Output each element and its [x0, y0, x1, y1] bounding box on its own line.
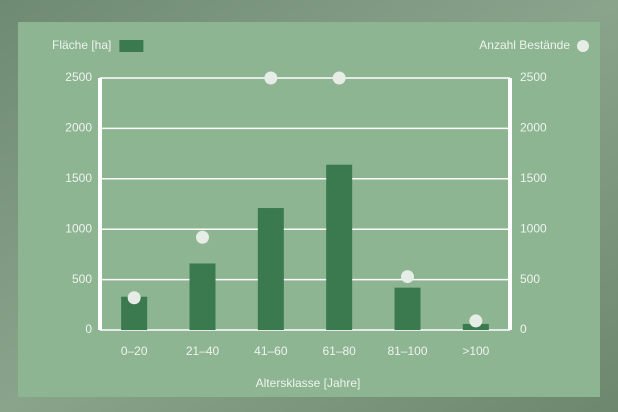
y-tick-label: 2000 — [65, 121, 92, 135]
point — [127, 291, 141, 305]
y2-tick-label: 1000 — [520, 221, 547, 235]
y2-tick-label: 2500 — [520, 70, 547, 84]
y-tick-label: 2500 — [65, 70, 92, 84]
x-tick-label: 0–20 — [121, 344, 148, 358]
legend-label: Anzahl Bestände — [479, 38, 570, 52]
point — [264, 71, 278, 85]
bar — [189, 263, 216, 330]
y-tick-label: 500 — [72, 272, 92, 286]
point — [401, 270, 414, 284]
x-tick-label: 81–100 — [387, 344, 427, 358]
y2-tick-label: 0 — [520, 322, 527, 336]
x-tick-label: >100 — [462, 344, 489, 358]
point — [332, 71, 346, 85]
point — [469, 314, 483, 328]
bar — [257, 208, 284, 330]
bar — [394, 287, 421, 330]
y-tick-label: 0 — [85, 322, 92, 336]
point — [196, 230, 209, 244]
bar — [326, 164, 353, 330]
x-axis-label: Altersklasse [Jahre] — [256, 376, 361, 390]
x-tick-label: 61–80 — [322, 344, 356, 358]
legend-swatch — [577, 40, 589, 52]
y2-tick-label: 500 — [520, 272, 540, 286]
y-tick-label: 1500 — [65, 171, 92, 185]
legend-label: Fläche [ha] — [52, 38, 111, 52]
x-tick-label: 41–60 — [254, 344, 288, 358]
y2-tick-label: 1500 — [520, 171, 547, 185]
legend-swatch — [119, 40, 144, 52]
y2-tick-label: 2000 — [520, 121, 547, 135]
y-tick-label: 1000 — [65, 221, 92, 235]
x-tick-label: 21–40 — [186, 344, 220, 358]
panel — [18, 22, 600, 397]
